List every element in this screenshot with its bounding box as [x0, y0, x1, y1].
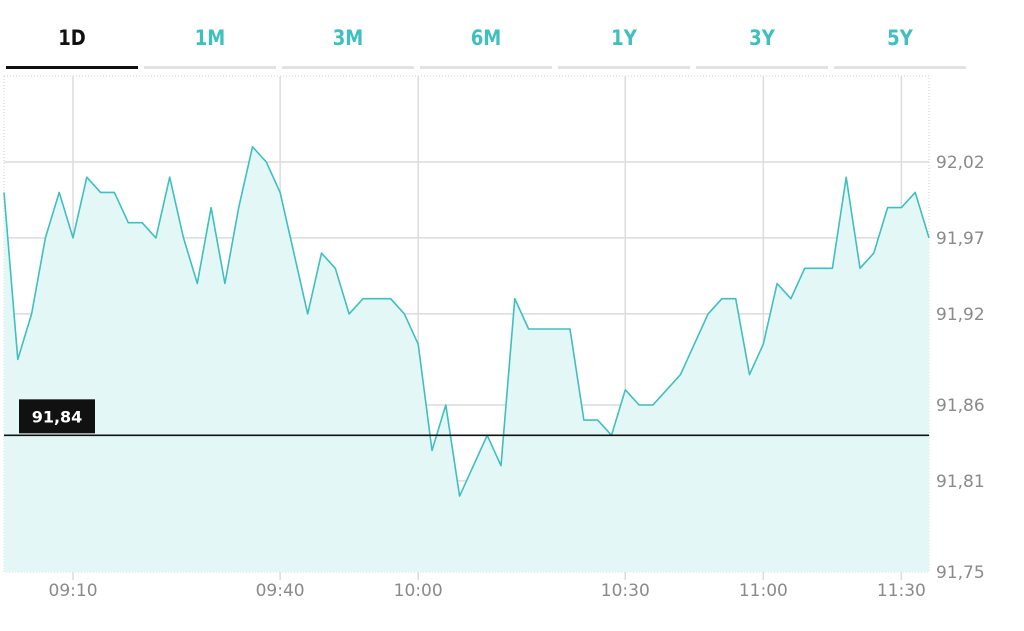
price-line — [3, 146, 930, 497]
tab-5y[interactable]: 5Y — [887, 26, 913, 50]
price-area-fill — [4, 146, 929, 573]
tab-underline-3y — [696, 66, 828, 69]
tab-3y[interactable]: 3Y — [749, 26, 775, 50]
tab-6m[interactable]: 6M — [470, 26, 502, 50]
x-tick-label: 09:10 — [49, 581, 98, 601]
tab-underline-1d — [6, 66, 138, 69]
marker-layer: 91,84 — [4, 399, 929, 437]
x-tick-label: 09:40 — [256, 581, 305, 601]
tab-underline-3m — [282, 66, 414, 69]
timeframe-tabs: 1D 1M 3M 6M 1Y 3Y 5Y — [0, 0, 1024, 72]
price-chart: 91,84 92,02 91,97 91,92 91,86 91,81 91,75 09:1… — [3, 75, 985, 601]
tab-underline-5y — [834, 66, 966, 69]
tab-1y[interactable]: 1Y — [611, 26, 637, 50]
tab-underline-1m — [144, 66, 276, 69]
y-tick-label: 91,97 — [936, 229, 985, 249]
x-tick-label: 10:00 — [394, 581, 443, 601]
x-tick-label: 11:30 — [877, 581, 926, 601]
label-layer: 92,02 91,97 91,92 91,86 91,81 91,75 09:10 09:40… — [49, 153, 985, 601]
y-tick-label: 91,81 — [936, 472, 985, 492]
current-price-value: 91,84 — [32, 407, 83, 426]
tab-1d[interactable]: 1D — [58, 26, 86, 50]
tab-1m[interactable]: 1M — [194, 26, 226, 50]
tab-underline-1y — [558, 66, 690, 69]
x-tick-label: 10:30 — [601, 581, 650, 601]
tab-underline-6m — [420, 66, 552, 69]
tab-3m[interactable]: 3M — [332, 26, 364, 50]
y-tick-label: 91,86 — [936, 396, 985, 416]
current-price-tag — [19, 399, 95, 434]
area-layer — [3, 146, 930, 573]
y-tick-label: 91,92 — [936, 305, 985, 325]
y-tick-label: 91,75 — [936, 563, 985, 583]
x-tick-label: 11:00 — [739, 581, 788, 601]
y-tick-label: 92,02 — [936, 153, 985, 173]
